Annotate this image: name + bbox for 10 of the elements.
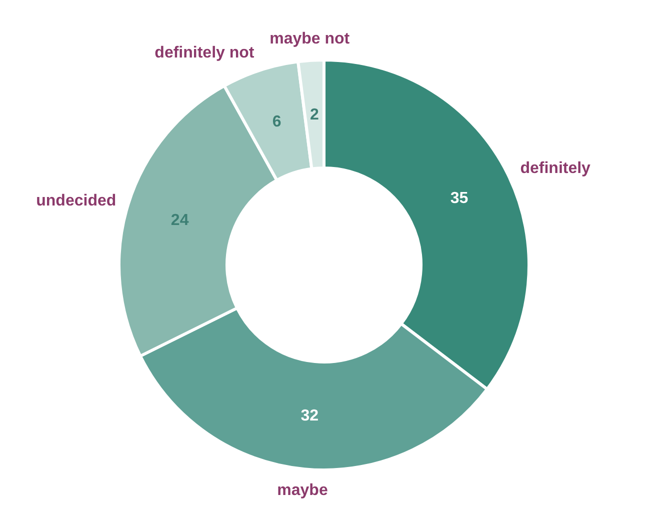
data-label: 35 [450, 190, 468, 207]
data-label: 32 [300, 407, 319, 424]
data-label: 24 [170, 212, 189, 230]
data-label: 2 [310, 106, 319, 124]
slice-label: definitely not [154, 44, 255, 62]
data-label: 6 [272, 114, 282, 131]
slice-label: maybe [277, 482, 328, 500]
slice-label: maybe not [270, 30, 350, 48]
slice-label: undecided [36, 192, 116, 210]
slice-label: definitely [520, 160, 591, 177]
